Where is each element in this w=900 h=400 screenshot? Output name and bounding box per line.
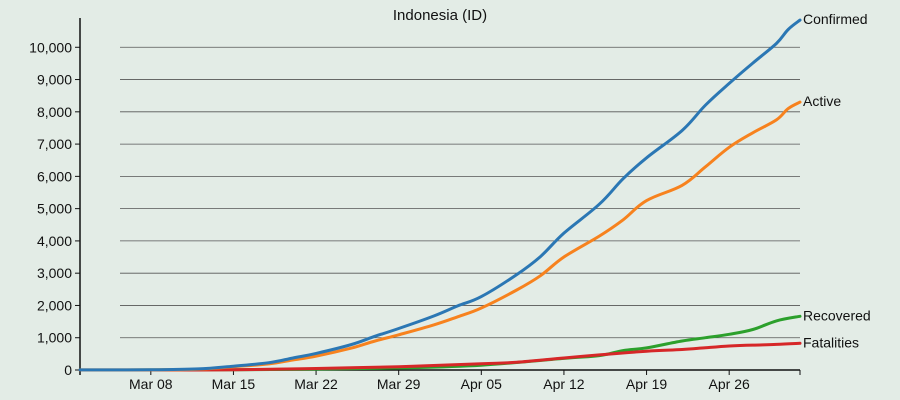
y-tick-label: 2,000 — [37, 297, 72, 313]
y-tick-label: 3,000 — [37, 265, 72, 281]
series-label-confirmed: Confirmed — [803, 11, 868, 27]
y-tick-label: 10,000 — [29, 39, 72, 55]
y-tick-label: 6,000 — [37, 168, 72, 184]
x-tick-label: Mar 22 — [294, 376, 338, 392]
y-tick-label: 7,000 — [37, 136, 72, 152]
series-labels: Confirmed Active Recovered Fatalities — [803, 11, 871, 350]
x-tick-label: Apr 26 — [709, 376, 750, 392]
series-lines — [78, 18, 802, 372]
y-tick-label: 4,000 — [37, 233, 72, 249]
series-label-recovered: Recovered — [803, 307, 871, 323]
x-tick-label: Apr 12 — [543, 376, 584, 392]
y-tick-label: 9,000 — [37, 72, 72, 88]
x-tick-label: Mar 08 — [129, 376, 173, 392]
x-tick-label: Mar 29 — [377, 376, 421, 392]
gridlines — [120, 46, 800, 339]
y-tick-label: 1,000 — [37, 330, 72, 346]
x-tick-label: Apr 19 — [626, 376, 667, 392]
x-tick-label: Mar 15 — [212, 376, 256, 392]
x-tick-label: Apr 05 — [461, 376, 502, 392]
series-label-active: Active — [803, 93, 841, 109]
axes: 0 1,000 2,000 3,000 4,000 5,000 6,000 7,000 8,00… — [29, 18, 801, 392]
chart-title: Indonesia (ID) — [393, 7, 487, 24]
series-line-confirmed — [78, 18, 802, 372]
y-tick-label: 5,000 — [37, 201, 72, 217]
series-label-fatalities: Fatalities — [803, 334, 859, 350]
y-tick-label: 0 — [64, 362, 72, 378]
y-tick-label: 8,000 — [37, 104, 72, 120]
series-line-fatalities — [78, 341, 802, 372]
